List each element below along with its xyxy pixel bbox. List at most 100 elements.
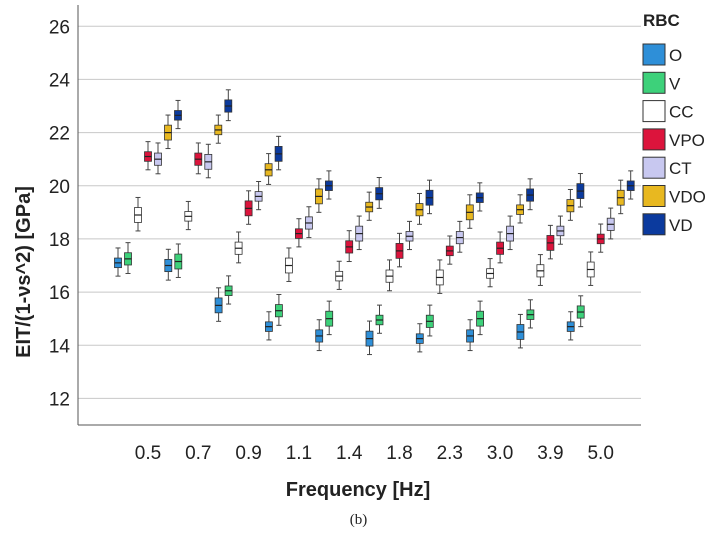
box-CT-0.9 — [254, 181, 263, 211]
box-VDO-0.5 — [164, 114, 172, 150]
x-tick-label: 5.0 — [587, 443, 613, 464]
box-CT-2.3 — [455, 220, 464, 253]
box-CC-0.9 — [234, 231, 243, 264]
x-axis-title: Frequency [Hz] — [286, 479, 430, 501]
box-VDO-3.9 — [566, 188, 575, 221]
x-tick-label: 2.3 — [437, 443, 463, 464]
box-O-2.3 — [415, 323, 424, 353]
box-VPO-0.9 — [244, 190, 253, 225]
box-VD-0.9 — [274, 135, 283, 171]
box-VDO-1.1 — [314, 178, 323, 213]
box-CC-1.8 — [385, 259, 394, 292]
legend-label: O — [669, 46, 682, 65]
box-VD-0.7 — [224, 89, 233, 122]
box-VD-3.9 — [576, 173, 585, 208]
legend-item-VD: VD — [642, 213, 693, 236]
box-VD-3.0 — [526, 178, 534, 211]
box-VD-1.4 — [375, 177, 384, 209]
box-CT-3.9 — [556, 215, 565, 245]
legend-label: CC — [669, 103, 694, 122]
x-tick-label: 0.5 — [135, 443, 161, 464]
y-tick-label: 18 — [49, 230, 70, 251]
box-O-0.9 — [214, 287, 223, 322]
legend-label: VD — [669, 216, 693, 235]
figure-caption: (b) — [349, 512, 368, 528]
box-CC-1.1 — [284, 247, 293, 282]
x-tick-labels: 0.5 0.7 0.9 1.1 1.4 1.8 2.3 3.0 3.9 5.0 — [135, 443, 614, 464]
box-VPO-1.1 — [294, 218, 303, 248]
axes — [77, 5, 641, 426]
series-V — [124, 242, 585, 337]
x-tick-label: 0.9 — [235, 443, 261, 464]
y-tick-label: 16 — [49, 283, 70, 304]
y-tick-labels: 12 14 16 18 20 22 24 26 — [49, 17, 71, 410]
series-VPO — [144, 141, 605, 268]
box-VDO-2.3 — [465, 194, 474, 229]
box-CT-1.1 — [304, 206, 313, 239]
box-O-3.9 — [516, 313, 525, 349]
box-VPO-2.3 — [445, 235, 454, 265]
series-VD — [174, 89, 635, 215]
box-VPO-1.8 — [395, 232, 404, 268]
y-tick-label: 20 — [49, 177, 70, 198]
legend-swatch — [642, 71, 666, 94]
box-VDO-5.0 — [616, 179, 625, 215]
legend-swatch — [642, 213, 666, 236]
y-tick-label: 24 — [49, 70, 71, 91]
legend-swatch — [642, 185, 666, 207]
box-O-1.8 — [365, 320, 374, 356]
box-V-5.0 — [576, 295, 585, 328]
legend-swatch — [642, 128, 666, 151]
box-VDO-0.9 — [264, 153, 273, 185]
box-V-0.9 — [224, 275, 233, 305]
box-VDO-0.7 — [214, 114, 223, 144]
box-VPO-0.5 — [144, 141, 152, 171]
box-O-1.1 — [264, 311, 273, 341]
box-CT-5.0 — [606, 207, 615, 240]
legend-item-CT: CT — [642, 156, 692, 179]
series-CC — [134, 196, 595, 294]
y-tick-label: 12 — [49, 389, 70, 410]
box-O-3.0 — [466, 319, 475, 352]
box-VDO-3.0 — [516, 194, 524, 224]
box-V-2.3 — [425, 304, 434, 337]
box-V-3.9 — [526, 299, 535, 329]
legend-item-CC: CC — [642, 100, 694, 123]
legend-item-V: V — [642, 71, 681, 94]
box-VPO-3.0 — [496, 231, 505, 264]
box-CT-0.7 — [204, 143, 213, 179]
legend-label: VDO — [669, 188, 706, 207]
box-CC-1.4 — [335, 260, 344, 290]
x-tick-label: 1.1 — [286, 443, 312, 464]
box-V-0.7 — [174, 243, 183, 278]
x-tick-label: 1.4 — [336, 443, 363, 464]
legend-item-VDO: VDO — [642, 185, 706, 207]
legend-label: V — [669, 74, 681, 93]
gridlines — [78, 25, 641, 399]
series-O — [114, 247, 575, 356]
box-VD-2.3 — [475, 182, 484, 212]
box-V-0.5 — [124, 242, 132, 274]
box-VD-1.1 — [324, 170, 333, 200]
box-CT-3.0 — [506, 215, 515, 251]
box-CC-3.9 — [536, 254, 545, 286]
legend-title: RBC — [643, 11, 680, 30]
box-series — [114, 89, 635, 356]
legend-label: VPO — [669, 131, 705, 150]
box-VD-0.5 — [174, 99, 182, 130]
box-CT-1.4 — [355, 215, 364, 251]
legend-item-O: O — [642, 43, 682, 66]
legend: RBC OV CC VPO CT VDO VD — [642, 11, 706, 236]
box-VDO-1.4 — [365, 191, 374, 221]
box-CC-2.3 — [435, 259, 444, 294]
y-tick-label: 26 — [49, 17, 70, 38]
box-V-3.0 — [476, 300, 485, 336]
box-VPO-5.0 — [596, 223, 605, 253]
legend-swatch — [642, 156, 666, 179]
legend-swatch — [642, 43, 666, 66]
box-O-0.7 — [164, 248, 173, 281]
box-VD-1.8 — [425, 179, 434, 215]
box-CC-3.0 — [486, 258, 495, 288]
box-V-1.8 — [375, 304, 384, 334]
boxplot-chart: 12 14 16 18 20 22 24 26 0.5 0.7 0.9 1.1 1.4 1.8 2.3 3.… — [13, 5, 706, 501]
